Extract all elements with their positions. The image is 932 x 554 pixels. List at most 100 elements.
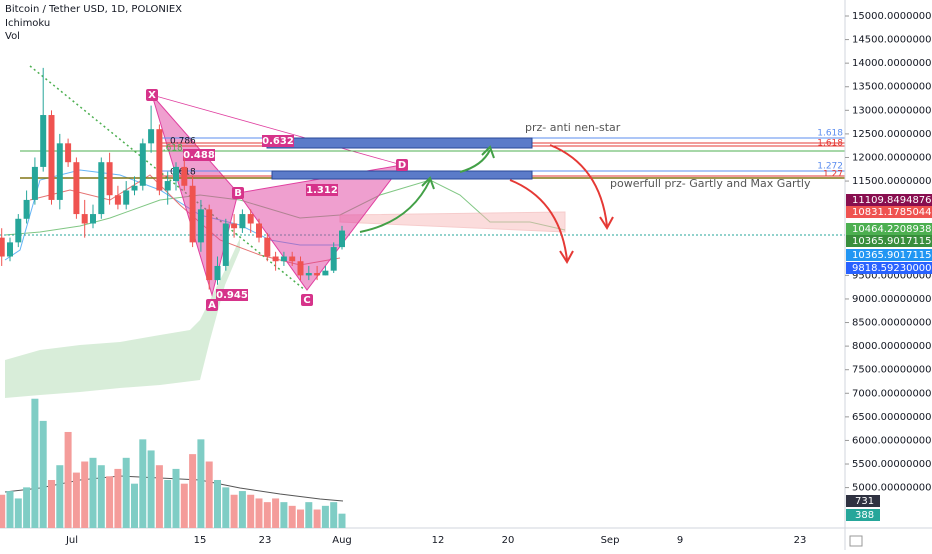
prz-box-upper [266,137,533,149]
volume-bar [288,505,296,528]
arrow-green [359,179,431,233]
candle-body [73,162,80,215]
arrowhead-red [599,216,614,230]
level-label: 1.618 [817,139,843,149]
symbol: Bitcoin / Tether USD, 1D, POLONIEX [5,4,182,15]
volume-bar [122,457,130,528]
volume-bar [255,498,263,528]
candle-body [56,143,63,200]
volume-bar [305,502,313,528]
volume-bar [114,468,122,528]
date-label: 23 [259,535,272,546]
volume-bar [64,431,72,528]
candle-body [90,214,96,224]
volume-bar [56,465,64,528]
price-tick-label: 12500.00000000 [852,129,932,140]
candle-body [23,199,30,219]
fib-label: 0.786 [170,137,196,147]
price-tick-label: 15000.00000000 [852,11,932,22]
price-tick-label: 7500.00000000 [852,365,932,376]
level-label: 1.27 [823,170,843,180]
price-tick-label: 14000.00000000 [852,58,932,69]
xd-line [151,94,403,166]
candle-body [65,143,72,163]
candle-body [181,166,188,186]
price-tick-label: 6500.00000000 [852,412,932,423]
volume-bar [23,487,31,528]
volume-label: Vol [5,31,20,42]
candle-body [123,190,130,205]
date-label: 15 [194,535,207,546]
price-tag [846,249,932,261]
volume-bar [172,468,180,528]
arrow-red2 [509,179,568,261]
candle-body [239,214,246,229]
candle-body [81,214,88,224]
volume-bar [164,479,172,528]
candle-body [289,256,296,262]
price-tick-label: 8500.00000000 [852,318,932,329]
candle-body [297,261,304,276]
fib-label: 0.618 [157,144,183,154]
arrow-red [549,144,608,227]
price-tick-label: 13000.00000000 [852,105,932,116]
point-d: D [398,160,406,171]
candle-body [156,129,163,191]
candle-body [0,237,5,257]
price-tag [846,262,932,274]
candle-body [247,214,254,224]
candle-body [322,270,329,276]
ratio: 0.632 [262,136,294,147]
ratio-box [262,135,294,147]
volume-bar [297,509,304,528]
volume-bar [89,457,97,528]
label-box [146,89,158,101]
price-tick-label: 11500.00000000 [852,176,932,187]
price-tick-label: 8000.00000000 [852,341,932,352]
candle-body [330,247,337,271]
ratio: 1.312 [306,185,338,196]
candle-body [214,265,221,281]
arrow-green2 [459,149,491,173]
price-tag [846,206,932,218]
trend-line [29,65,306,291]
price-tag-label: 10365.90171150 [852,236,932,247]
price-tag [846,223,932,235]
candle-body [148,129,155,144]
volume-bar [180,483,188,528]
price-tick-label: 6000.00000000 [852,435,932,446]
point-x: X [148,90,156,101]
candle-body [197,209,204,243]
candle-body [164,181,171,191]
settings-icon[interactable] [849,535,863,547]
volume-bar [247,494,255,528]
candle-body [114,195,121,205]
price-tag-label: 10464.22089380 [852,224,932,235]
volume-bar [39,420,47,528]
volume-bar [6,491,14,528]
price-tick-label: 14500.00000000 [852,35,932,46]
point-b: B [234,188,242,199]
price-tag-label: 11109.84948760 [852,195,932,206]
price-tick-label: 5500.00000000 [852,459,932,470]
candle-body [106,162,113,196]
candle-body [31,166,38,200]
price-tick-label: 9000.00000000 [852,294,932,305]
volume-bar [205,461,213,528]
candle-body [48,115,55,200]
volume-bar [263,502,271,528]
candle-body [98,162,105,215]
prz-box-lower [271,170,533,180]
volume-bar [147,450,155,528]
volume-bar [97,465,105,528]
arrowhead-green [421,176,435,190]
candle-body [256,223,262,238]
price-tag-label: 10365.90171150 [852,250,932,261]
ratio: 0.945 [216,290,248,301]
volume-tag [846,509,880,521]
candle-body [339,230,345,248]
volume-bar [238,491,246,528]
label-box [206,299,218,311]
